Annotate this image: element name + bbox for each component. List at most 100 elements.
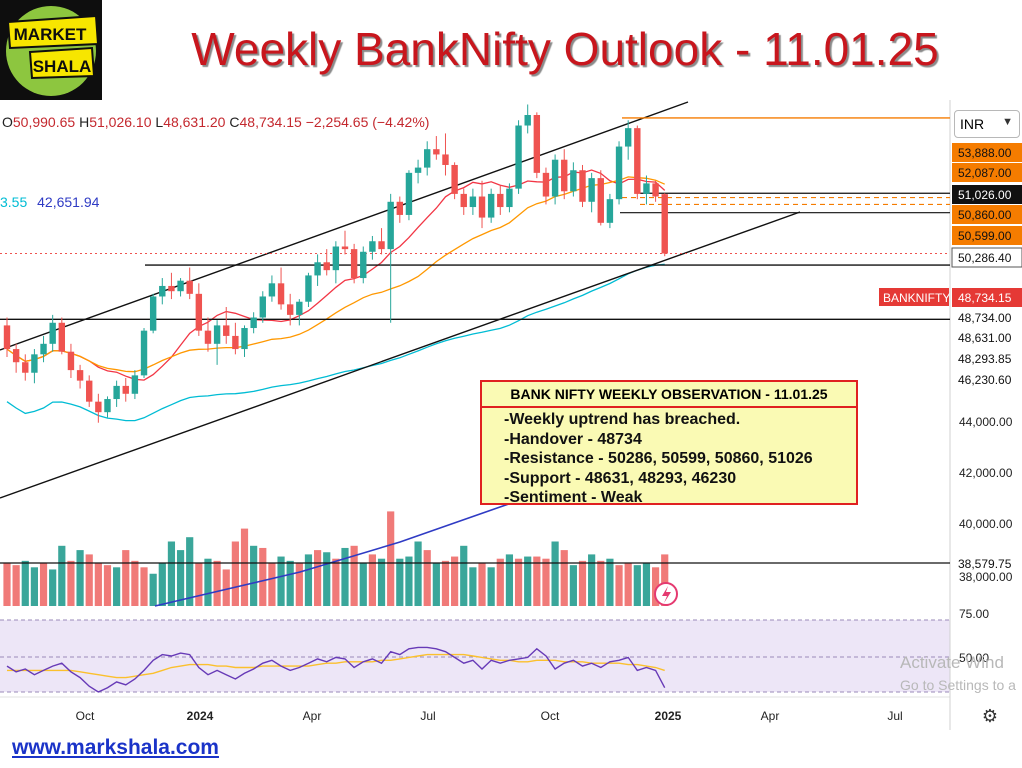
- candle: [561, 159, 568, 192]
- volume-bar: [122, 550, 130, 606]
- website-link[interactable]: www.markshala.com: [12, 736, 219, 759]
- volume-bar: [231, 541, 239, 606]
- price-chart[interactable]: 44,000.00 42,000.00 40,000.00 38,000.00 75.0…: [0, 100, 1022, 730]
- candle: [378, 241, 385, 250]
- volume-bar: [295, 563, 303, 606]
- logo-badge-icon: MARKET SHALA: [6, 6, 100, 96]
- candle: [204, 330, 212, 344]
- volume-bar: [21, 560, 29, 606]
- candle: [652, 183, 659, 197]
- volume-bar: [551, 541, 559, 606]
- candle: [314, 262, 321, 276]
- candle: [277, 283, 285, 305]
- high-value: 51,026.10: [89, 114, 152, 130]
- price-badge: [952, 288, 1022, 307]
- price-badge: [952, 163, 1022, 182]
- price-badge-label: 38,579.75: [958, 557, 1012, 571]
- volume-bar: [195, 563, 203, 606]
- volume-bar: [533, 556, 541, 606]
- volume-bar: [615, 565, 623, 606]
- candle: [58, 322, 66, 352]
- volume-bar: [423, 550, 431, 606]
- candle: [286, 304, 294, 315]
- volume-bar: [350, 545, 358, 606]
- observation-line: -Handover - 48734: [504, 430, 642, 448]
- volume-bar: [94, 563, 102, 606]
- candle: [606, 199, 614, 223]
- candle: [12, 349, 20, 363]
- low-value: 48,631.20: [163, 114, 226, 130]
- channel-upper-line: [0, 101, 689, 351]
- gear-icon[interactable]: ⚙: [981, 706, 999, 726]
- volume-bar: [158, 563, 166, 606]
- candle: [579, 170, 586, 202]
- volume-bar: [542, 558, 550, 606]
- close-value: 48,734.15: [239, 114, 302, 130]
- candle: [232, 335, 239, 350]
- candle: [615, 146, 623, 200]
- volume-bar: [304, 554, 313, 606]
- ma-value-1: 3.55: [0, 194, 28, 210]
- candle: [634, 128, 641, 194]
- candle: [177, 280, 184, 292]
- observation-line: -Sentiment - Weak: [504, 489, 643, 506]
- volume-bar: [387, 511, 395, 606]
- volume-bar: [167, 541, 176, 606]
- candle: [168, 285, 175, 292]
- change-value: −2,254.65 (−4.42%): [305, 114, 430, 130]
- volume-bar: [469, 567, 477, 606]
- price-badge: [952, 226, 1022, 245]
- time-label: Jul: [420, 709, 435, 723]
- volume-bar: [642, 563, 651, 606]
- volume-bar: [259, 547, 267, 606]
- ma-readout: 3.55 42,651.94: [0, 194, 99, 210]
- price-badge-label: 51,026.00: [958, 188, 1012, 202]
- volume-bar: [377, 558, 386, 606]
- time-label: Jul: [887, 709, 902, 723]
- price-badge-label: 46,230.60: [958, 373, 1012, 387]
- candle: [451, 164, 458, 194]
- volume-bar: [341, 547, 349, 606]
- currency-selector[interactable]: INR ▼: [954, 110, 1020, 138]
- channel-lower-line: [0, 211, 801, 499]
- volume-bar: [432, 563, 440, 606]
- candle: [40, 343, 47, 355]
- page-title: Weekly BankNifty Outlook - 11.01.25: [191, 23, 939, 75]
- currency-label: INR: [960, 116, 985, 132]
- candle: [524, 115, 531, 126]
- volume-bar: [396, 558, 404, 606]
- volume-bar: [441, 560, 450, 606]
- volume-bar: [113, 567, 121, 606]
- price-badge-label: 50,860.00: [958, 208, 1012, 222]
- price-badge-label: 48,293.85: [958, 352, 1012, 366]
- volume-bar: [569, 565, 577, 606]
- candle: [104, 399, 111, 413]
- candle: [414, 167, 422, 173]
- candle: [95, 401, 102, 413]
- candle: [341, 246, 349, 250]
- observation-line: -Resistance - 50286, 50599, 50860, 51026: [504, 450, 813, 467]
- candle: [22, 362, 29, 373]
- volume-bar: [213, 560, 221, 606]
- candle: [140, 330, 148, 376]
- candle: [588, 178, 595, 202]
- candle: [305, 275, 312, 302]
- candle: [424, 149, 431, 168]
- price-badge-label: 50,599.00: [958, 229, 1012, 243]
- symbol-tag-label: BANKNIFTY: [883, 291, 950, 305]
- volume-bar: [268, 563, 276, 606]
- volume-bar: [368, 554, 376, 606]
- candle: [369, 241, 376, 252]
- candle: [542, 172, 550, 197]
- volume-bar: [606, 558, 614, 606]
- volume-bar: [176, 550, 185, 606]
- volume-bar: [149, 573, 157, 606]
- candle: [223, 325, 230, 336]
- volume-bar: [204, 558, 212, 606]
- volume-bar: [359, 563, 367, 606]
- volume-bar: [76, 550, 84, 606]
- candle: [551, 159, 559, 197]
- candle: [323, 262, 330, 271]
- volume-bar: [222, 569, 230, 606]
- rsi-tick-label: 50.00: [959, 651, 989, 665]
